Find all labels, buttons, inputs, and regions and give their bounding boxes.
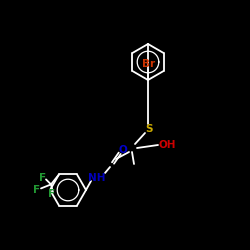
Text: OH: OH (158, 140, 176, 150)
Text: S: S (145, 124, 153, 134)
Text: F: F (34, 186, 40, 196)
Text: F: F (48, 190, 56, 200)
Text: F: F (40, 174, 46, 184)
Text: NH: NH (88, 173, 106, 183)
Text: Br: Br (142, 59, 156, 69)
Text: O: O (119, 145, 128, 155)
